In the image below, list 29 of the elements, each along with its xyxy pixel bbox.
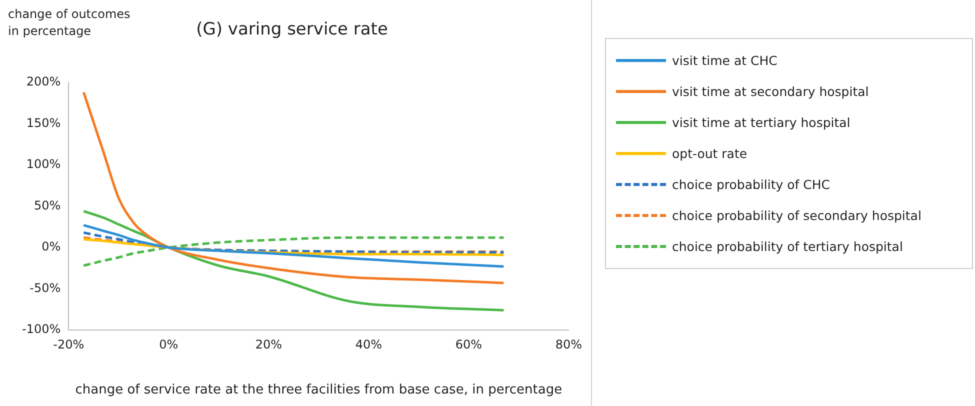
legend-label: choice probability of secondary hospital [672, 208, 922, 223]
x-tick-label: 20% [255, 337, 282, 352]
line-series [82, 236, 505, 253]
y-tick-label: -100% [22, 322, 61, 336]
legend-label: opt-out rate [672, 146, 748, 161]
x-tick-label: 80% [555, 337, 582, 352]
x-tick-label: 40% [355, 337, 382, 352]
x-tick-label: -20% [53, 337, 84, 352]
y-tick-label: 0% [42, 240, 61, 254]
legend-label: choice probability of CHC [672, 177, 830, 192]
y-tick-label: 100% [26, 157, 61, 172]
line-series [82, 231, 505, 254]
y-tick-label: 200% [26, 74, 61, 89]
chart-title: (G) varing service rate [196, 20, 388, 40]
x-axis-title: change of service rate at the three facilities from base case, in percentage [75, 382, 562, 398]
line-series [82, 224, 505, 268]
line-series [82, 91, 505, 284]
line-series [82, 236, 505, 267]
line-series [82, 210, 505, 312]
legend-label: visit time at CHC [672, 53, 778, 68]
x-tick-label: 60% [455, 337, 482, 352]
legend-label: visit time at secondary hospital [672, 84, 869, 99]
legend-label: visit time at tertiary hospital [672, 115, 850, 130]
legend-label: choice probability of tertiary hospital [672, 239, 903, 254]
y-tick-label: 50% [34, 198, 61, 212]
y-tick-label: 150% [26, 116, 61, 130]
y-axis-title: change of outcomes in percentage [8, 6, 132, 40]
x-tick-label: 0% [159, 337, 178, 352]
y-tick-label: -50% [30, 280, 61, 295]
